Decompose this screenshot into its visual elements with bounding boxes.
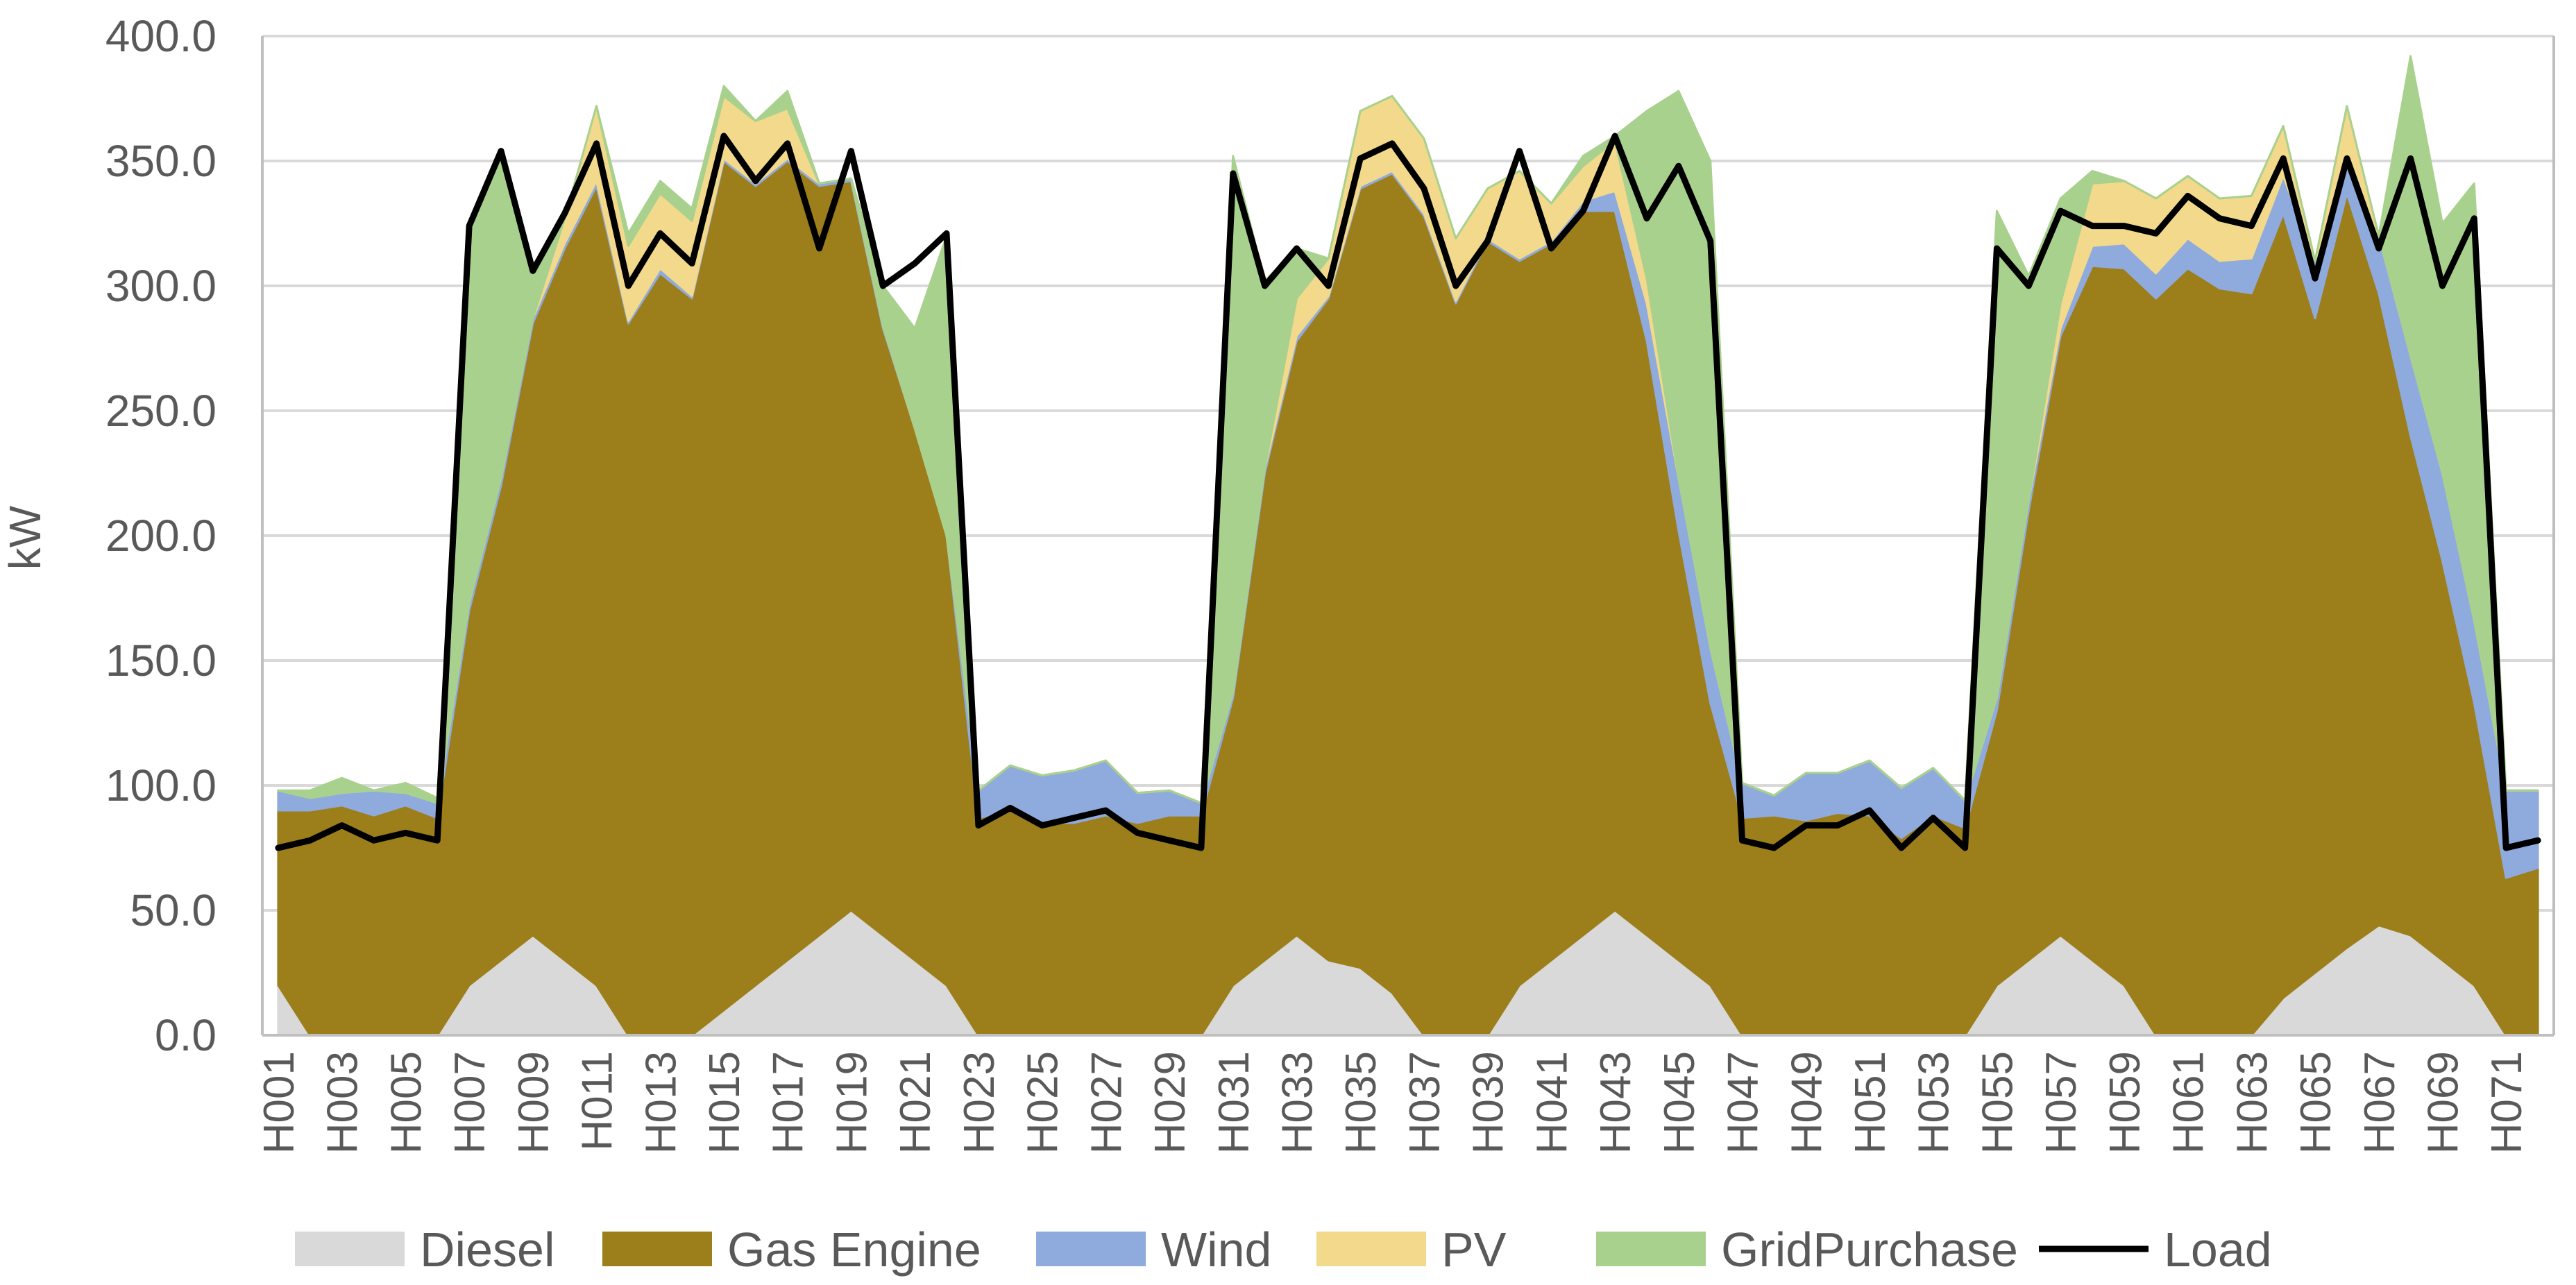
legend-label: Load bbox=[2164, 1223, 2272, 1277]
x-tick-label: H007 bbox=[446, 1051, 494, 1154]
y-tick-label: 250.0 bbox=[105, 386, 217, 436]
x-tick-label: H043 bbox=[1592, 1051, 1640, 1154]
y-tick-labels: 0.0 50.0 100.0 150.0 200.0 250.0 300.0 350.0 400… bbox=[105, 11, 217, 1060]
x-tick-label: H063 bbox=[2228, 1051, 2276, 1154]
x-tick-label: H017 bbox=[765, 1051, 813, 1154]
x-tick-label: H025 bbox=[1019, 1051, 1067, 1154]
x-tick-label: H071 bbox=[2483, 1051, 2531, 1154]
y-tick-label: 200.0 bbox=[105, 511, 217, 561]
y-tick-label: 0.0 bbox=[155, 1010, 217, 1060]
y-tick-label: 100.0 bbox=[105, 760, 217, 810]
legend-item-load: Load bbox=[2039, 1223, 2272, 1277]
y-tick-label: 300.0 bbox=[105, 261, 217, 311]
x-tick-label: H055 bbox=[1974, 1051, 2022, 1154]
legend-label: PV bbox=[1441, 1223, 1507, 1277]
legend-label: GridPurchase bbox=[1721, 1223, 2018, 1277]
y-tick-label: 50.0 bbox=[130, 885, 217, 935]
x-tick-label: H027 bbox=[1083, 1051, 1130, 1154]
legend-swatch bbox=[1316, 1232, 1426, 1266]
legend-item-wind: Wind bbox=[1036, 1223, 1271, 1277]
x-tick-label: H061 bbox=[2165, 1051, 2213, 1154]
x-tick-label: H031 bbox=[1210, 1051, 1258, 1154]
x-tick-label: H029 bbox=[1146, 1051, 1194, 1154]
axes bbox=[261, 36, 2555, 1037]
x-tick-label: H037 bbox=[1401, 1051, 1449, 1154]
x-tick-label: H021 bbox=[892, 1051, 940, 1154]
line-load bbox=[275, 133, 2541, 851]
y-tick-label: 350.0 bbox=[105, 136, 217, 186]
y-tick-label: 400.0 bbox=[105, 11, 217, 61]
x-tick-label: H033 bbox=[1274, 1051, 1322, 1154]
x-tick-label: H015 bbox=[701, 1051, 749, 1154]
x-tick-label: H067 bbox=[2356, 1051, 2404, 1154]
legend-item-gridpurchase: GridPurchase bbox=[1596, 1223, 2018, 1277]
y-axis-label: kW bbox=[0, 505, 50, 570]
x-tick-labels: H001 H003 H005 H007 H009 H011 H013 H015 H017 H019… bbox=[255, 1051, 2531, 1154]
x-tick-label: H005 bbox=[382, 1051, 430, 1154]
load-line-layer bbox=[275, 133, 2541, 851]
x-tick-label: H045 bbox=[1656, 1051, 1704, 1154]
x-tick-label: H059 bbox=[2101, 1051, 2149, 1154]
x-tick-label: H039 bbox=[1465, 1051, 1513, 1154]
legend: Diesel Gas Engine Wind PV GridPurchase Load bbox=[295, 1223, 2272, 1277]
x-tick-label: H051 bbox=[1847, 1051, 1895, 1154]
x-tick-label: H065 bbox=[2292, 1051, 2340, 1154]
legend-swatch bbox=[1036, 1232, 1146, 1266]
area-gridpurchase bbox=[277, 55, 2539, 804]
legend-swatch bbox=[602, 1232, 712, 1266]
legend-swatch bbox=[295, 1232, 405, 1266]
legend-label: Gas Engine bbox=[727, 1223, 981, 1277]
x-tick-label: H041 bbox=[1528, 1051, 1576, 1154]
x-tick-label: H053 bbox=[1910, 1051, 1958, 1154]
legend-item-gas-engine: Gas Engine bbox=[602, 1223, 981, 1277]
x-tick-label: H019 bbox=[828, 1051, 876, 1154]
x-tick-label: H047 bbox=[1720, 1051, 1768, 1154]
y-tick-label: 150.0 bbox=[105, 636, 217, 686]
x-tick-label: H049 bbox=[1783, 1051, 1831, 1154]
x-tick-label: H057 bbox=[2037, 1051, 2085, 1154]
x-tick-label: H003 bbox=[319, 1051, 367, 1154]
legend-item-diesel: Diesel bbox=[295, 1223, 555, 1277]
legend-label: Wind bbox=[1161, 1223, 1271, 1277]
x-tick-label: H069 bbox=[2420, 1051, 2468, 1154]
x-tick-label: H035 bbox=[1337, 1051, 1385, 1154]
x-tick-label: H011 bbox=[574, 1051, 622, 1151]
legend-label: Diesel bbox=[420, 1223, 555, 1277]
legend-swatch bbox=[1596, 1232, 1706, 1266]
x-tick-label: H001 bbox=[255, 1051, 303, 1154]
x-tick-label: H023 bbox=[956, 1051, 1003, 1154]
x-tick-label: H009 bbox=[510, 1051, 558, 1154]
legend-item-pv: PV bbox=[1316, 1223, 1507, 1277]
area-gas-engine bbox=[277, 160, 2539, 1037]
x-tick-label: H013 bbox=[637, 1051, 685, 1154]
